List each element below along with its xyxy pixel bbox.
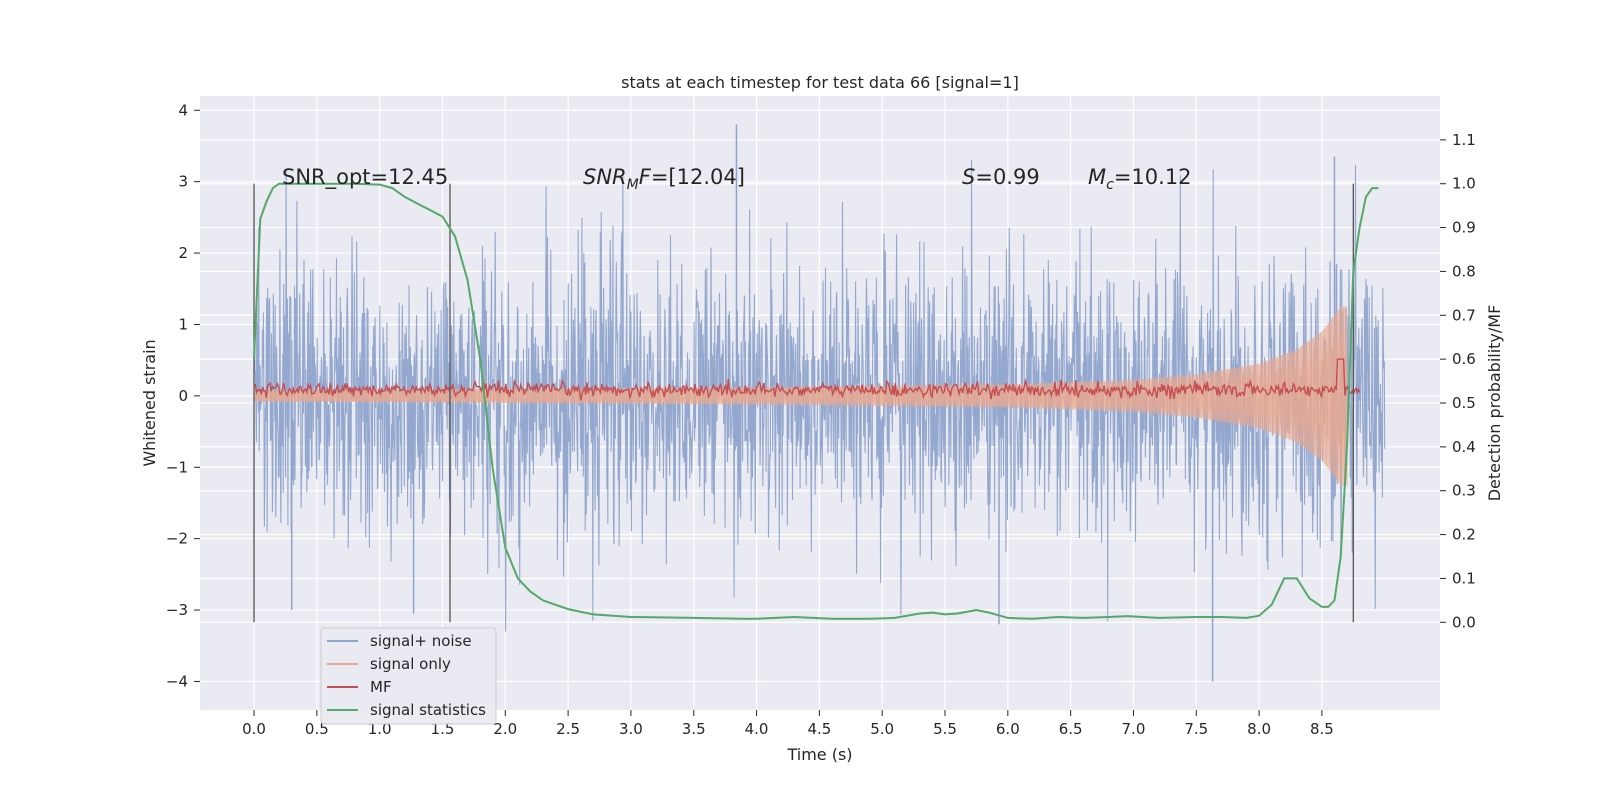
mc-value: =10.12 xyxy=(1114,165,1192,189)
legend-entry-mf: MF xyxy=(327,678,392,696)
y-axis-label: Whitened strain xyxy=(140,339,159,466)
y2-tick-label: 0.4 xyxy=(1452,438,1476,456)
s-name: S xyxy=(962,165,975,189)
legend-entry-signal-only: signal only xyxy=(327,655,451,673)
s-value: =0.99 xyxy=(975,165,1039,189)
series-signal-statistics xyxy=(253,182,1379,620)
y2-tick-label: 1.0 xyxy=(1452,175,1476,193)
x-tick-label: 2.0 xyxy=(493,720,517,738)
y2-tick-label: 0.2 xyxy=(1452,526,1476,544)
x-tick-label: 8.0 xyxy=(1247,720,1271,738)
x-tick-label: 8.5 xyxy=(1310,720,1334,738)
annotation-mc: Mc=10.12 xyxy=(1088,165,1192,193)
y-tick-label: −2 xyxy=(166,530,188,548)
x-tick-label: 2.5 xyxy=(556,720,580,738)
chart-title: stats at each timestep for test data 66 … xyxy=(621,73,1019,92)
snr-mf-suffix: F xyxy=(639,165,652,189)
mc-name: M xyxy=(1088,165,1106,189)
annotation-snr-mf: SNRMF=[12.04] xyxy=(583,165,745,193)
x-tick-label: 5.0 xyxy=(870,720,894,738)
vertical-markers xyxy=(253,183,1354,623)
x-tick-label: 0.0 xyxy=(242,720,266,738)
x-tick-label: 3.5 xyxy=(682,720,706,738)
snr-mf-sub: M xyxy=(627,177,639,193)
y2-axis-label: Detection probability/MF xyxy=(1485,305,1504,502)
annotation-s: S=0.99 xyxy=(962,165,1040,189)
y2-tick-label: 0.1 xyxy=(1452,569,1476,587)
legend-label-signal-only: signal only xyxy=(370,655,451,673)
legend-entry-signal-statistics: signal statistics xyxy=(327,701,486,719)
snr-mf-prefix: SNR xyxy=(583,165,627,189)
y-tick-label: 4 xyxy=(178,101,188,119)
legend-box xyxy=(320,627,497,725)
mc-sub: c xyxy=(1106,177,1114,193)
x-tick-label: 5.5 xyxy=(933,720,957,738)
x-tick-label: 3.0 xyxy=(619,720,643,738)
legend: signal+ noise signal only MF signal stat… xyxy=(320,627,497,725)
x-axis-label: Time (s) xyxy=(786,745,852,764)
y-tick-label: 2 xyxy=(178,244,188,262)
y-tick-label: 1 xyxy=(178,315,188,333)
x-tick-label: 6.5 xyxy=(1059,720,1083,738)
x-tick-label: 4.0 xyxy=(745,720,769,738)
annotation-snr-opt: SNR_opt=12.45 xyxy=(282,165,448,190)
series-mf xyxy=(253,358,1361,401)
y2-tick-label: 1.1 xyxy=(1452,131,1476,149)
axis-ticks: 0.0 0.5 1.0 1.5 2.0 2.5 3.0 3.5 4.0 4.5 5.0 5.5 6.0 6… xyxy=(166,101,1476,738)
y2-tick-label: 0.7 xyxy=(1452,306,1476,324)
legend-label-signal-noise: signal+ noise xyxy=(370,632,472,650)
x-tick-label: 7.0 xyxy=(1122,720,1146,738)
mf-line xyxy=(253,358,1361,401)
y2-tick-label: 0.8 xyxy=(1452,262,1476,280)
x-tick-label: 4.5 xyxy=(807,720,831,738)
y2-tick-label: 0.9 xyxy=(1452,219,1476,237)
y-tick-label: 3 xyxy=(178,173,188,191)
y2-tick-label: 0.5 xyxy=(1452,394,1476,412)
legend-label-signal-statistics: signal statistics xyxy=(370,701,486,719)
y2-tick-label: 0.3 xyxy=(1452,482,1476,500)
y2-tick-label: 0.6 xyxy=(1452,350,1476,368)
y-tick-label: −4 xyxy=(166,672,188,690)
y2-tick-label: 0.0 xyxy=(1452,613,1476,631)
signal-statistics-line xyxy=(253,182,1379,620)
y-tick-label: 0 xyxy=(178,387,188,405)
x-tick-label: 0.5 xyxy=(305,720,329,738)
x-tick-label: 7.5 xyxy=(1184,720,1208,738)
legend-entry-signal-noise: signal+ noise xyxy=(327,632,472,650)
y-tick-label: −1 xyxy=(166,458,188,476)
y-tick-label: −3 xyxy=(166,601,188,619)
snr-mf-value: =[12.04] xyxy=(651,165,745,189)
legend-label-mf: MF xyxy=(370,678,392,696)
x-tick-label: 6.0 xyxy=(996,720,1020,738)
